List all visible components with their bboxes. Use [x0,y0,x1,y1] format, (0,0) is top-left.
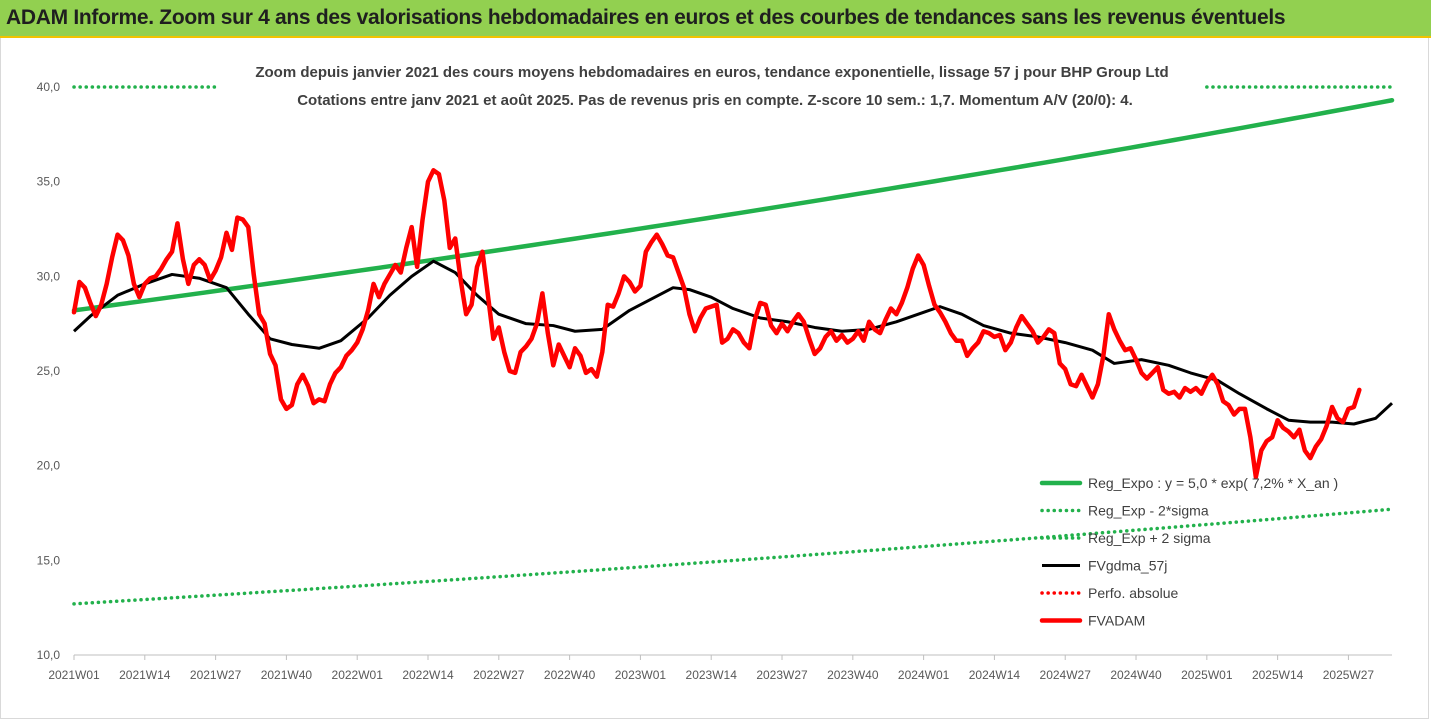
y-tick-label: 40,0 [37,80,61,94]
line-chart: Zoom depuis janvier 2021 des cours moyen… [37,64,1395,682]
page-title: ADAM Informe. Zoom sur 4 ans des valoris… [6,6,1286,29]
x-tick-label: 2023W27 [756,668,808,682]
x-tick-label: 2024W40 [1110,668,1162,682]
legend-label: Reg_Exp + 2 sigma [1088,530,1211,546]
legend-label: Reg_Expo : y = 5,0 * exp( 7,2% * X_an ) [1088,475,1338,491]
x-tick-label: 2025W14 [1252,668,1304,682]
x-tick-label: 2024W27 [1040,668,1092,682]
series-line [71,98,1395,313]
x-tick-label: 2025W27 [1323,668,1375,682]
x-tick-label: 2022W14 [402,668,454,682]
x-tick-label: 2023W40 [827,668,879,682]
chart-subtitle: Cotations entre janv 2021 et août 2025. … [297,92,1133,109]
legend-label: Reg_Exp - 2*sigma [1088,503,1209,519]
chart-title: Zoom depuis janvier 2021 des cours moyen… [255,64,1168,81]
axes: 10,0 15,0 20,0 25,0 30,0 35,0 40,0 2021W01 2021W… [37,80,1392,682]
y-tick-label: 35,0 [37,175,61,189]
y-tick-label: 30,0 [37,269,61,283]
x-tick-label: 2024W01 [898,668,950,682]
legend-label: FVgdma_57j [1088,558,1167,574]
x-tick-label: 2021W27 [190,668,242,682]
chart-area: Zoom depuis janvier 2021 des cours moyen… [0,40,1431,721]
title-banner: ADAM Informe. Zoom sur 4 ans des valoris… [0,0,1431,38]
x-tick-label: 2021W14 [119,668,171,682]
y-tick-label: 20,0 [37,459,61,473]
plot-series [71,85,1395,606]
series-line [71,168,1362,480]
x-tick-label: 2022W01 [332,668,384,682]
y-tick-label: 25,0 [37,364,61,378]
x-tick-label: 2021W40 [261,668,313,682]
x-tick-label: 2025W01 [1181,668,1233,682]
legend: Reg_Expo : y = 5,0 * exp( 7,2% * X_an ) R… [1039,475,1338,629]
x-tick-label: 2021W01 [48,668,100,682]
x-tick-label: 2022W40 [544,668,596,682]
series-line [72,507,1394,606]
y-tick-label: 10,0 [37,648,61,662]
x-tick-label: 2022W27 [473,668,525,682]
series-line [72,259,1394,426]
legend-label: FVADAM [1088,613,1145,629]
x-tick-label: 2023W14 [686,668,738,682]
x-tick-label: 2023W01 [615,668,667,682]
legend-label: Perfo. absolue [1088,585,1178,601]
y-tick-label: 15,0 [37,553,61,567]
x-tick-label: 2024W14 [969,668,1021,682]
